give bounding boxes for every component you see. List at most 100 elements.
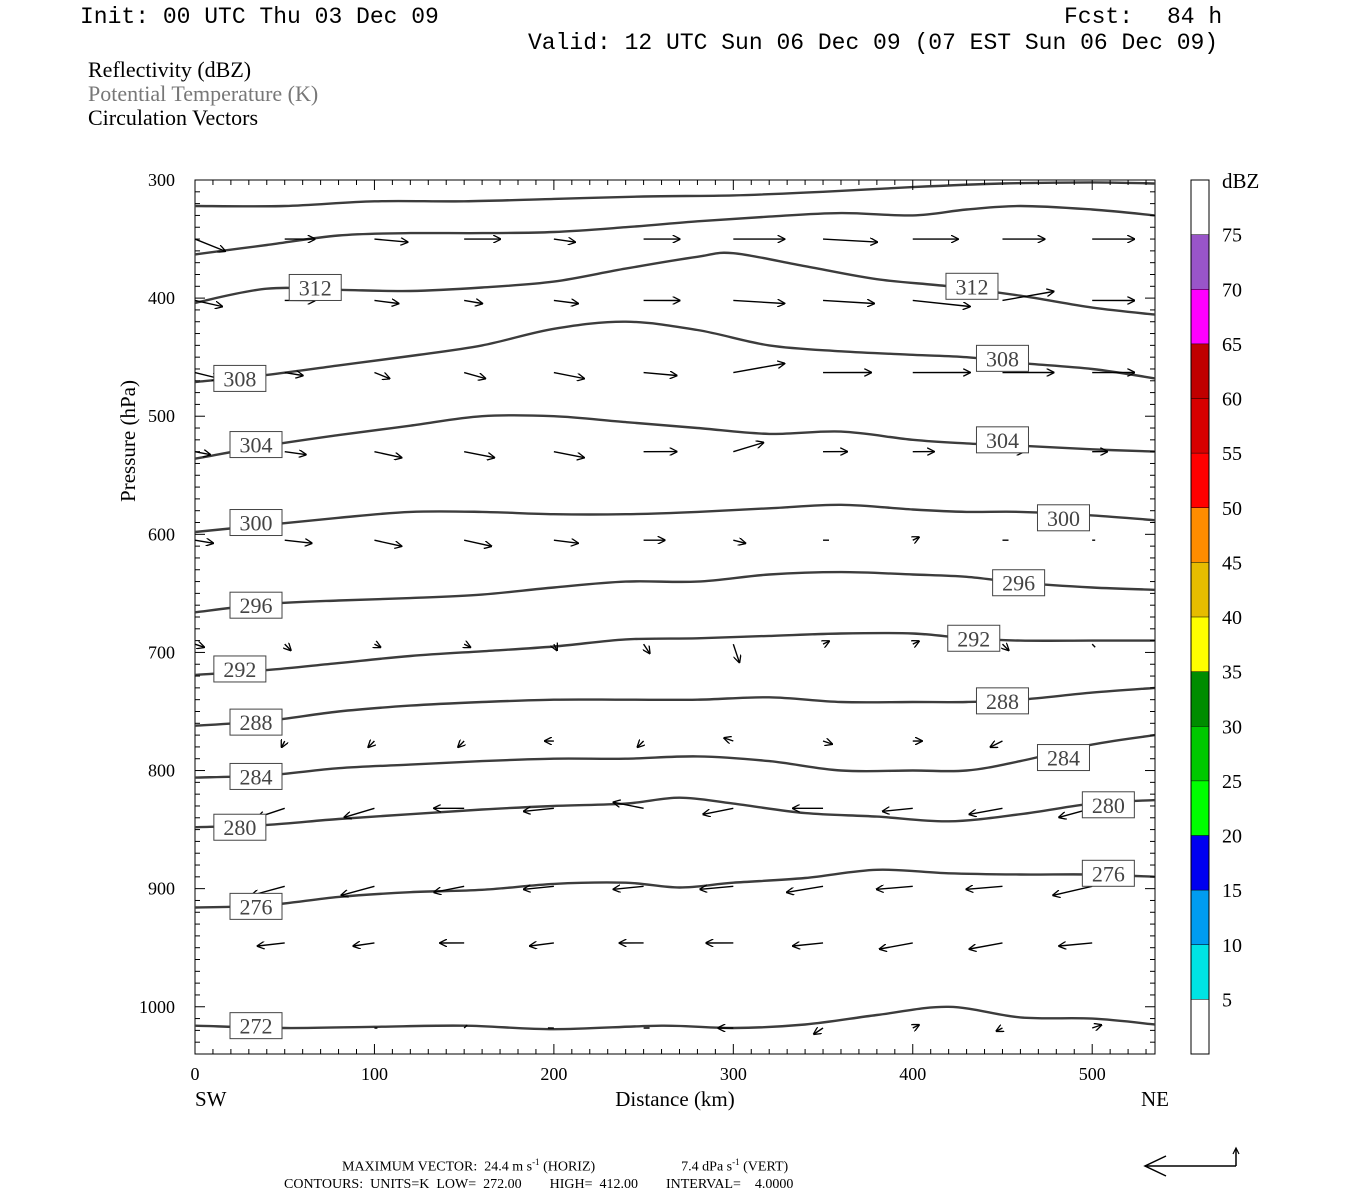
- contour-label: 304: [986, 428, 1019, 453]
- circulation-vector: [877, 886, 913, 889]
- circulation-vector: [284, 540, 312, 543]
- theta-contour-276: [194, 868, 1156, 909]
- contour-label: 292: [223, 657, 256, 682]
- circulation-vector: [341, 885, 375, 895]
- circulation-vector: [553, 300, 578, 303]
- contour-label-box: [213, 364, 267, 392]
- contour-label: 280: [1092, 793, 1125, 818]
- x-axis-label: Distance (km): [615, 1087, 735, 1111]
- theta-contour-300: [194, 503, 1156, 534]
- colorbar-segment: [1191, 398, 1209, 454]
- circulation-vector: [793, 943, 824, 946]
- x-tick-label: 400: [899, 1064, 926, 1084]
- circulation-vector: [822, 300, 874, 303]
- colorbar-segment: [1191, 180, 1209, 235]
- circulation-vector: [553, 239, 575, 242]
- circulation-vector: [374, 239, 407, 242]
- circulation-vector: [374, 371, 389, 379]
- colorbar-segment: [1191, 617, 1209, 672]
- circulation-vector: [463, 371, 485, 379]
- colorbar-segment: [1191, 453, 1209, 508]
- circulation-vector: [464, 300, 482, 303]
- field-circulation-vectors: Circulation Vectors: [88, 105, 259, 130]
- circulation-vector: [194, 238, 225, 251]
- colorbar-segment: [1191, 234, 1209, 290]
- circulation-vector: [1091, 1025, 1101, 1028]
- colorbar-tick-label: 45: [1222, 552, 1242, 574]
- circulation-vector: [530, 943, 554, 946]
- circulation-vector: [822, 741, 832, 744]
- x-tick-label: 500: [1079, 1064, 1106, 1084]
- circulation-vector: [194, 540, 213, 543]
- contour-label: 276: [1092, 861, 1125, 886]
- contour-label-box: [945, 272, 999, 300]
- colorbar-segment: [1191, 835, 1209, 891]
- contour-label-box: [975, 687, 1029, 715]
- contour-label: 284: [240, 764, 273, 789]
- contour-label: 312: [955, 274, 988, 299]
- circulation-vector: [814, 1028, 824, 1034]
- contour-label-box: [1036, 744, 1090, 772]
- circulation-vector: [991, 741, 1003, 747]
- colorbar-tick-label: 75: [1222, 225, 1242, 247]
- circulation-vector: [880, 942, 913, 949]
- theta-contour-272: [194, 1005, 1156, 1031]
- circulation-vector: [464, 450, 494, 458]
- circulation-vector: [463, 1024, 468, 1029]
- circulation-vector: [1002, 644, 1008, 650]
- x-tick-label: 0: [191, 1064, 200, 1084]
- y-tick-label: 300: [148, 170, 175, 190]
- valid-time: Valid: 12 UTC Sun 06 Dec 09 (07 EST Sun …: [528, 30, 1219, 56]
- init-time: Init: 00 UTC Thu 03 Dec 09: [80, 4, 439, 30]
- colorbar-tick-label: 65: [1222, 334, 1242, 356]
- circulation-vector: [285, 644, 291, 650]
- colorbar-tick-label: 35: [1222, 662, 1242, 684]
- y-tick-label: 600: [148, 524, 175, 544]
- sw-label: SW: [195, 1087, 227, 1111]
- contour-label: 284: [1047, 746, 1080, 771]
- circulation-vector: [194, 644, 204, 647]
- reference-arrow-vertical-head: [1232, 1146, 1240, 1155]
- reference-arrow-head: [1143, 1155, 1167, 1177]
- colorbar-tick-label: 50: [1222, 498, 1242, 520]
- plot-area: [194, 179, 1156, 1055]
- circulation-vector: [553, 540, 578, 543]
- contour-label-box: [975, 426, 1029, 454]
- circulation-vector: [883, 808, 913, 811]
- circulation-vector: [353, 943, 375, 946]
- contour-label-box: [229, 892, 283, 920]
- colorbar-tick-label: 30: [1222, 716, 1242, 738]
- circulation-vector: [967, 886, 1003, 889]
- circulation-vector: [997, 1028, 1003, 1031]
- circulation-vector: [724, 738, 734, 741]
- circulation-vector: [614, 802, 644, 810]
- circulation-vector: [374, 450, 401, 458]
- contour-label-box: [288, 273, 342, 301]
- colorbar-segment: [1191, 999, 1209, 1054]
- circulation-vector: [524, 808, 554, 811]
- circulation-vector: [970, 807, 1003, 814]
- colorbar-segment: [1191, 780, 1209, 836]
- contour-label-box: [1081, 791, 1135, 819]
- circulation-vector: [368, 741, 374, 747]
- colorbar-tick-label: 20: [1222, 826, 1242, 848]
- colorbar-segment: [1191, 562, 1209, 617]
- field-list: Reflectivity (dBZ) Potential Temperature…: [88, 58, 318, 130]
- contour-label: 300: [240, 511, 273, 536]
- circulation-vector: [458, 741, 464, 747]
- contour-label-box: [229, 509, 283, 537]
- circulation-vector: [823, 641, 829, 644]
- circulation-vector: [524, 886, 554, 889]
- y-tick-label: 700: [148, 642, 175, 662]
- colorbar-title: dBZ: [1222, 169, 1259, 193]
- circulation-vector: [700, 886, 734, 889]
- circulation-vector: [638, 741, 644, 747]
- contour-label-box: [229, 431, 283, 459]
- circulation-vector: [1091, 643, 1096, 648]
- circulation-vector: [1002, 292, 1053, 302]
- colorbar-segment: [1191, 507, 1209, 563]
- theta-contour-280: [194, 796, 1156, 829]
- forecast-hour: 84 h: [1167, 4, 1223, 30]
- x-tick-label: 200: [540, 1064, 567, 1084]
